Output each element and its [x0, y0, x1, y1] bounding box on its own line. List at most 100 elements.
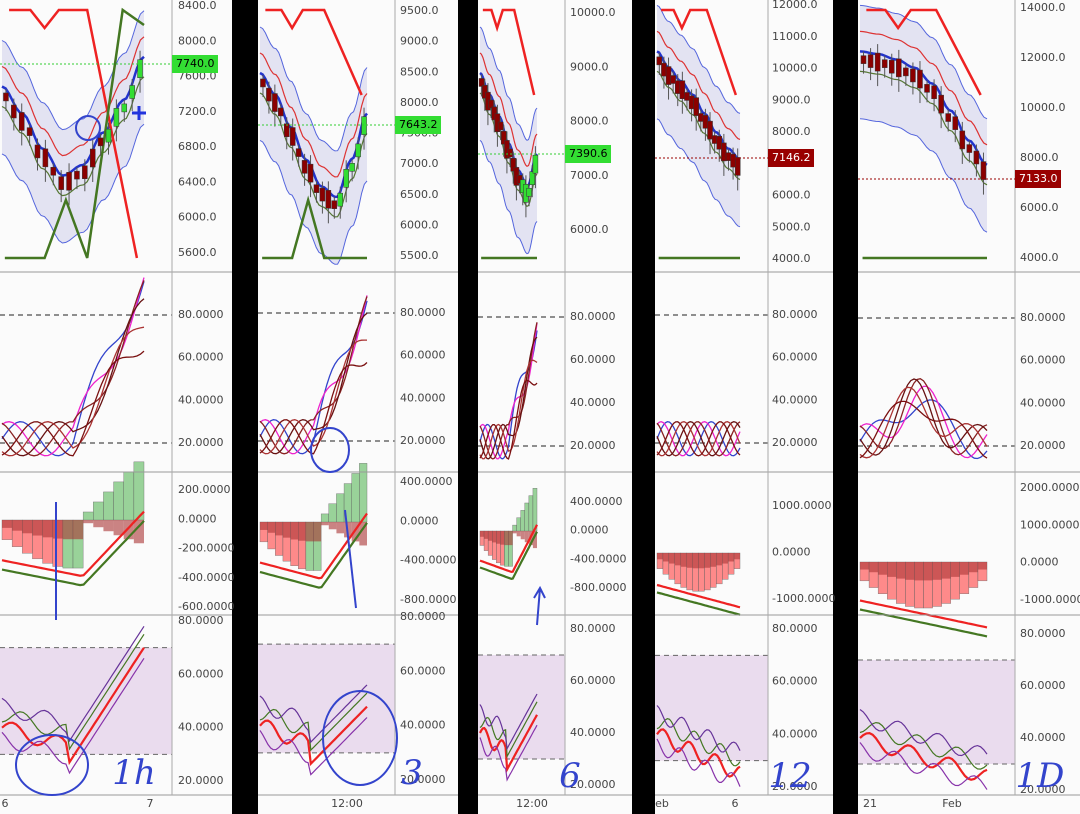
macd-signal-area — [321, 522, 329, 526]
price-axis-label: 8500.0 — [400, 65, 439, 78]
candle-body — [319, 187, 326, 202]
candle-body — [716, 136, 722, 150]
moving-average-red — [1, 36, 145, 157]
rsi-axis-label: 80.0000 — [178, 614, 224, 627]
rsi-line — [1, 633, 145, 751]
timeframe-note: 1h — [112, 753, 156, 793]
band-upper — [859, 4, 988, 120]
macd-signal-area — [2, 520, 13, 528]
candle-body — [924, 84, 930, 93]
macd-signal-area — [351, 522, 360, 542]
moving-average-red — [656, 30, 741, 140]
stoch-axis-label: 20.0000 — [570, 439, 616, 452]
price-axis-label: 10000.0 — [1020, 101, 1066, 114]
stoch-axis-label: 60.0000 — [178, 351, 224, 364]
price-axis-label: 14000.0 — [1020, 1, 1066, 14]
macd-line — [479, 531, 538, 580]
macd-signal-area — [869, 562, 879, 573]
rsi-axis-label: 40.0000 — [1020, 731, 1066, 744]
stoch-line — [656, 421, 741, 457]
candle-body — [860, 55, 867, 64]
price-axis-label: 8400.0 — [178, 0, 217, 12]
candle-body — [730, 153, 736, 168]
timeframe-column: 8400.08000.07600.07200.06800.06400.06000… — [0, 0, 234, 814]
candle-body — [482, 85, 488, 99]
candle-body — [665, 66, 672, 85]
stoch-line — [859, 378, 988, 456]
price-axis-label: 5500.0 — [400, 249, 439, 262]
candle-body — [355, 143, 361, 158]
band-lower — [259, 139, 368, 265]
rsi-axis-label: 60.0000 — [772, 675, 818, 688]
price-axis-label: 4000.0 — [772, 252, 811, 265]
candle-body — [278, 107, 284, 117]
stoch-axis-label: 20.0000 — [400, 434, 446, 447]
rsi-axis-label: 20.0000 — [178, 774, 224, 787]
stoch-axis-label: 40.0000 — [178, 393, 224, 406]
moving-average-green — [479, 92, 538, 208]
candle-body — [11, 104, 17, 119]
rsi-line — [259, 692, 368, 752]
stoch-axis-label: 20.0000 — [178, 436, 224, 449]
stoch-axis-label: 40.0000 — [570, 396, 616, 409]
macd-signal-area — [290, 522, 299, 540]
candle-body — [721, 142, 727, 162]
stoch-axis-label: 40.0000 — [772, 393, 818, 406]
macd-signal-area — [359, 522, 367, 546]
last-price-badge — [1015, 170, 1061, 188]
trend-green — [4, 7, 145, 260]
candle-body — [349, 163, 355, 172]
stoch-line — [859, 386, 988, 459]
price-axis-label: 8000.0 — [772, 125, 811, 138]
timeframe-note: 12 — [768, 756, 811, 796]
timeframe-column: 10000.09000.08000.07000.06000.080.000060… — [478, 0, 632, 814]
rsi-axis-label: 20.0000 — [1020, 783, 1066, 796]
macd-axis-label: 0.0000 — [1020, 556, 1059, 569]
macd-signal-area — [305, 522, 314, 542]
macd-signal-area — [668, 553, 675, 564]
rsi-line — [859, 721, 988, 770]
macd-signal-area — [698, 553, 705, 569]
last-price: 7643.2 — [399, 118, 438, 131]
stoch-line — [656, 421, 741, 457]
last-price: 7133.0 — [1019, 172, 1058, 185]
macd-signal-area — [103, 520, 114, 532]
price-axis-label: 8000.0 — [400, 96, 439, 109]
candle-body — [910, 68, 916, 83]
candle-body — [289, 127, 296, 146]
rsi-axis-label: 80.0000 — [570, 622, 616, 635]
rsi-line — [1, 657, 145, 775]
price-axis-label: 6000.0 — [1020, 201, 1059, 214]
macd-signal-area — [704, 553, 711, 568]
last-price-badge — [565, 145, 611, 163]
time-axis-label: 6 — [2, 797, 9, 810]
stoch-line — [859, 400, 988, 459]
trend-red — [9, 8, 139, 259]
macd-histogram — [520, 510, 525, 532]
macd-signal-area — [657, 553, 663, 560]
price-axis-label: 11000.0 — [772, 30, 818, 43]
rsi-axis-label: 20.0000 — [772, 780, 818, 793]
macd-signal-area — [504, 531, 509, 546]
candle-body — [89, 148, 96, 168]
moving-average-red — [479, 52, 538, 168]
macd-axis-label: 1000.0000 — [772, 499, 832, 512]
macd-axis-label: -200.0000 — [178, 542, 234, 555]
price-axis-label: 7000.0 — [400, 157, 439, 170]
macd-signal-area — [313, 522, 322, 542]
macd-line — [479, 524, 538, 574]
macd-signal-area — [941, 562, 951, 579]
stoch-axis-label: 80.0000 — [1020, 311, 1066, 324]
candle-body — [874, 52, 881, 72]
stoch-line — [656, 421, 741, 457]
candle-body — [97, 137, 104, 147]
rsi-axis-label: 60.0000 — [178, 667, 224, 680]
price-axis-label: 8000.0 — [570, 115, 609, 128]
macd-signal-area — [692, 553, 699, 569]
macd-signal-area — [480, 531, 485, 537]
macd-signal-area — [932, 562, 942, 580]
band-upper — [1, 10, 145, 131]
macd-signal-area — [113, 520, 124, 536]
moving-average-green — [859, 70, 988, 186]
rsi-axis-label: 60.0000 — [570, 674, 616, 687]
